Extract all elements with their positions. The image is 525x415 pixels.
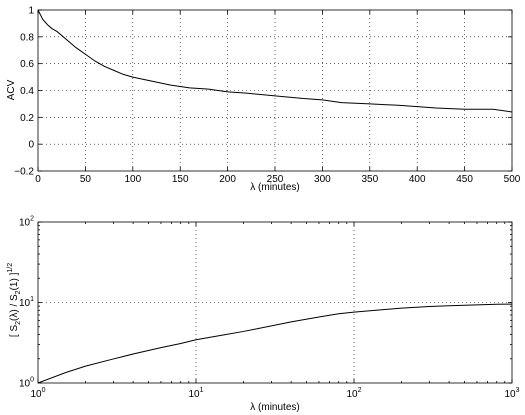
acv-x-axis-label: λ (minutes): [250, 182, 299, 193]
acv-x-tick-label: 300: [314, 174, 331, 185]
acv-y-tick-label: 0: [28, 140, 34, 151]
acv-x-tick-label: 0: [35, 174, 41, 185]
sf-x-tick-label: 101: [188, 387, 203, 400]
acv-x-tick-label: 250: [267, 174, 284, 185]
acv-series-line: [37, 9, 513, 113]
acv-y-tick-label: 1: [28, 6, 34, 17]
sf-y-tick-label: 102: [19, 216, 34, 229]
acv-x-tick-label: 400: [409, 174, 426, 185]
ylabel-sub2: 2: [15, 290, 22, 294]
acv-chart-frame: [37, 9, 513, 172]
acv-chart-x-tick-labels: 0 50 100 150 200 250 300 350 400 450 500: [35, 174, 521, 185]
acv-chart-y-tick-labels: −0.2 0 0.2 0.4 0.6 0.8 1: [14, 6, 34, 178]
acv-x-tick-label: 450: [456, 174, 473, 185]
structure-function-y-axis-label: [ S2(λ) / S2(1) ]1/2: [7, 263, 22, 337]
acv-x-tick-label: 100: [124, 174, 141, 185]
structure-function-series-line: [37, 303, 513, 384]
acv-y-tick-label: 0.2: [20, 113, 34, 124]
acv-x-tick-label: 350: [361, 174, 378, 185]
sf-x-tick-label: 100: [30, 387, 45, 400]
acv-x-tick-label: 200: [219, 174, 236, 185]
structure-function-x-tick-labels: 100 101 102 103: [30, 387, 519, 400]
acv-y-tick-label: 0.4: [20, 86, 34, 97]
acv-y-axis-label: ACV: [6, 79, 17, 100]
ylabel-mid: (λ) / S: [9, 294, 20, 321]
sf-x-tick-label: 103: [504, 387, 519, 400]
structure-function-y-tick-labels: 100 101 102: [19, 216, 34, 390]
acv-y-tick-label: −0.2: [14, 167, 34, 178]
acv-y-tick-label: 0.8: [20, 32, 34, 43]
structure-function-chart-grid: [38, 222, 512, 383]
acv-x-tick-label: 150: [172, 174, 189, 185]
acv-x-tick-label: 500: [504, 174, 521, 185]
sf-y-tick-label: 101: [19, 296, 34, 309]
structure-function-chart-frame: [37, 221, 513, 384]
structure-function-x-axis-label: λ (minutes): [250, 402, 299, 413]
sf-x-tick-label: 102: [346, 387, 361, 400]
acv-chart-grid: [38, 10, 512, 171]
acv-x-tick-label: 50: [80, 174, 92, 185]
ylabel-close: (1) ]: [9, 272, 20, 290]
sf-y-tick-label: 100: [19, 377, 34, 390]
acv-y-tick-label: 0.6: [20, 59, 34, 70]
acv-chart-panel: 0 50 100 150 200 250 300 350 400 450 500 −0.200.20…: [6, 6, 521, 194]
ylabel-sup: 1/2: [7, 263, 14, 273]
ylabel-open: [ S: [9, 325, 20, 338]
ylabel-sub1: 2: [15, 321, 22, 325]
